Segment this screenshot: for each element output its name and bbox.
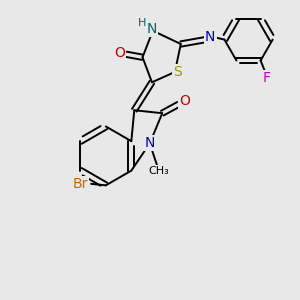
Text: O: O <box>179 94 191 108</box>
Text: N: N <box>145 136 155 150</box>
Text: N: N <box>205 30 215 44</box>
Text: O: O <box>114 46 125 60</box>
Text: S: S <box>173 65 182 79</box>
Text: CH₃: CH₃ <box>148 166 169 176</box>
Text: H: H <box>137 17 146 28</box>
Text: F: F <box>262 71 271 85</box>
Text: Br: Br <box>72 177 88 191</box>
Text: N: N <box>146 22 157 36</box>
